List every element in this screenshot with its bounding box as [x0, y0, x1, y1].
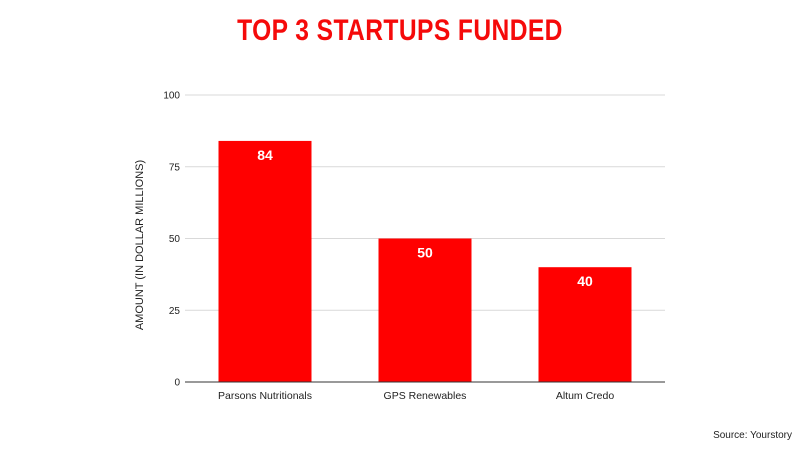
x-category-labels: Parsons Nutritionals GPS Renewables Altum … [218, 390, 614, 402]
y-tick-label: 50 [169, 234, 181, 245]
y-tick-label: 75 [169, 162, 181, 173]
bar [378, 238, 472, 382]
chart-title: TOP 3 STARTUPS FUNDED [237, 14, 563, 47]
x-category-label: GPS Renewables [384, 390, 467, 402]
bars [218, 140, 632, 382]
bar-value-label: 84 [257, 147, 273, 163]
bar [538, 267, 632, 382]
y-tick-label: 25 [169, 306, 181, 317]
bar [218, 140, 312, 382]
y-ticks: 0 25 50 75 100 [163, 91, 180, 389]
x-category-label: Altum Credo [556, 390, 615, 402]
y-tick-label: 0 [174, 378, 180, 389]
x-category-label: Parsons Nutritionals [218, 390, 312, 402]
y-tick-label: 100 [163, 91, 180, 102]
y-axis-label: AMOUNT (IN DOLLAR MILLIONS) [134, 160, 146, 330]
data-labels: 84 50 40 [257, 147, 593, 289]
bar-value-label: 50 [417, 245, 433, 261]
source-note: Source: Yourstory [713, 430, 792, 441]
bar-value-label: 40 [577, 273, 593, 289]
